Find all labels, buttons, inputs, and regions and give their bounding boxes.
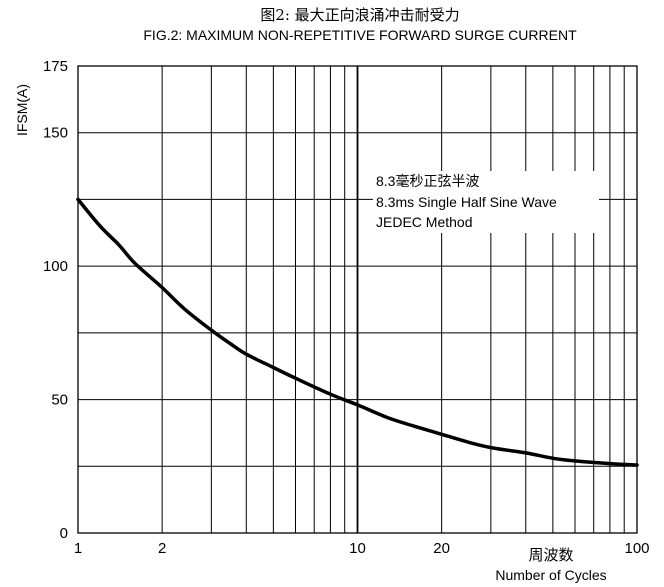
x-tick-label: 100: [624, 540, 649, 557]
annotation-background: [373, 171, 599, 233]
y-tick-label: 150: [43, 125, 68, 142]
plot-frame: [77, 65, 638, 534]
x-tick-label: 1: [74, 540, 82, 557]
y-tick-labels: 0 50 100 150 175: [43, 58, 68, 542]
surge-curve: [76, 197, 639, 467]
annotation-line-1: 8.3毫秒正弦半波: [376, 173, 479, 189]
x-tick-label: 20: [433, 540, 450, 557]
x-axis-label: Number of Cycles: [495, 567, 606, 583]
chart-title: 图2: 最大正向浪涌冲击耐受力: [260, 6, 459, 24]
series-layer: [76, 197, 639, 467]
annotation-line-3: JEDEC Method: [376, 214, 472, 230]
annotation-box: [373, 171, 599, 233]
y-axis-label: IFSM(A): [14, 84, 30, 136]
annotation-line-2: 8.3ms Single Half Sine Wave: [376, 194, 557, 210]
x-tick-labels: 1 2 10 20 100: [74, 540, 650, 557]
y-tick-label: 50: [51, 392, 68, 409]
x-axis-label-cn: 周波数: [528, 546, 573, 564]
y-tick-label: 0: [60, 525, 68, 542]
y-tick-label: 100: [43, 258, 68, 275]
x-tick-label: 2: [158, 540, 166, 557]
y-tick-label: 175: [43, 58, 68, 75]
grid: [77, 65, 638, 534]
x-tick-label: 10: [349, 540, 366, 557]
chart-subtitle: FIG.2: MAXIMUM NON-REPETITIVE FORWARD SU…: [143, 27, 577, 43]
